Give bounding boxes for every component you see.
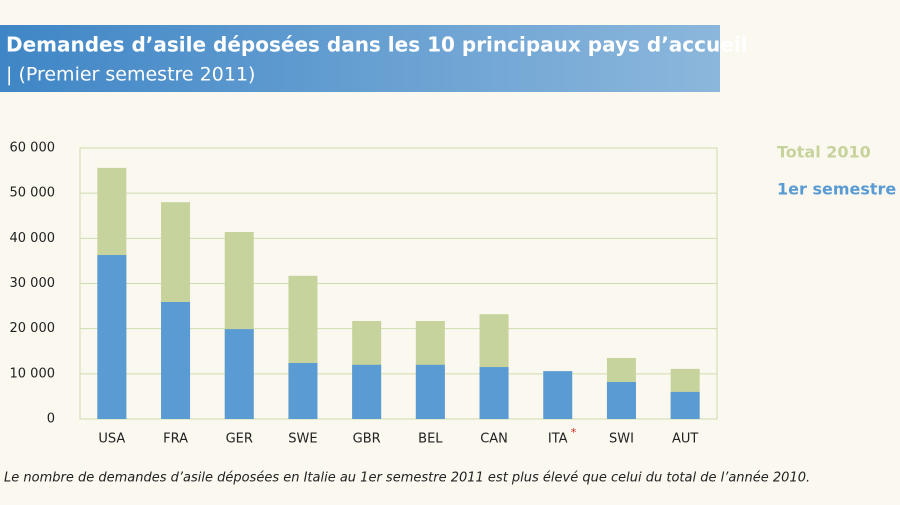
y-tick-label: 10 000 — [10, 366, 56, 381]
x-tick-label: ITA — [548, 432, 568, 447]
legend-label: Total 2010 — [777, 143, 871, 162]
y-tick-label: 50 000 — [10, 186, 56, 201]
bar — [606, 381, 636, 419]
y-tick-label: 60 000 — [10, 141, 56, 156]
y-tick-label: 40 000 — [10, 231, 56, 246]
bar — [479, 367, 509, 419]
bar — [224, 329, 254, 419]
bar — [415, 364, 445, 419]
x-tick-label: SWE — [288, 432, 317, 447]
bar — [97, 255, 127, 419]
x-tick-label: BEL — [418, 432, 443, 447]
x-tick-label: USA — [98, 432, 125, 447]
footnote-marker: * — [571, 426, 577, 439]
bar — [543, 371, 573, 419]
bar — [352, 364, 382, 419]
y-tick-label: 30 000 — [10, 276, 56, 291]
x-tick-label: GBR — [353, 432, 381, 447]
chart-subtitle: | (Premier semestre 2011) — [6, 64, 255, 86]
x-tick-label: GER — [226, 432, 253, 447]
x-tick-label: FRA — [163, 432, 188, 447]
chart-title: Demandes d’asile déposées dans les 10 pr… — [6, 33, 748, 57]
x-tick-label: CAN — [480, 432, 508, 447]
title-bar — [0, 25, 720, 92]
y-tick-label: 20 000 — [10, 321, 56, 336]
legend-label: 1er semestre 2011 — [777, 180, 900, 199]
footnote: Le nombre de demandes d’asile déposées e… — [4, 471, 810, 486]
y-tick-label: 0 — [47, 412, 55, 427]
x-tick-label: AUT — [672, 432, 698, 447]
bar — [161, 302, 191, 419]
bar — [288, 362, 318, 419]
x-tick-label: SWI — [609, 432, 634, 447]
bar — [670, 391, 700, 419]
